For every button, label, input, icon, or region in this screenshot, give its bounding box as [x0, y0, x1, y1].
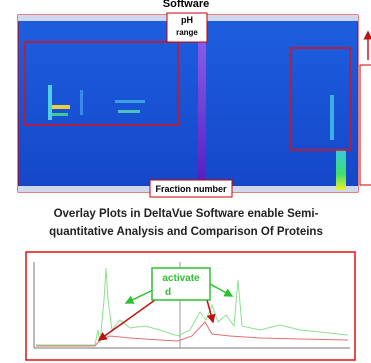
ph-label: range — [176, 28, 198, 37]
fraction-label-box: Fraction number — [150, 180, 232, 197]
page-title: Software — [163, 0, 209, 10]
page: Software pH range Fraction number Overla… — [0, 0, 371, 363]
ph-label-box: pH range — [167, 13, 207, 42]
side-indicator — [360, 32, 371, 185]
ph-label: pH — [181, 15, 193, 25]
fraction-label: Fraction number — [155, 184, 227, 194]
overlay-plot: activate d — [26, 252, 355, 360]
caption: Overlay Plots in DeltaVue Software enabl… — [54, 208, 319, 220]
caption: quantitative Analysis and Comparison Of … — [49, 226, 323, 238]
annotation: activate — [162, 273, 200, 284]
annotation: d — [165, 287, 171, 298]
